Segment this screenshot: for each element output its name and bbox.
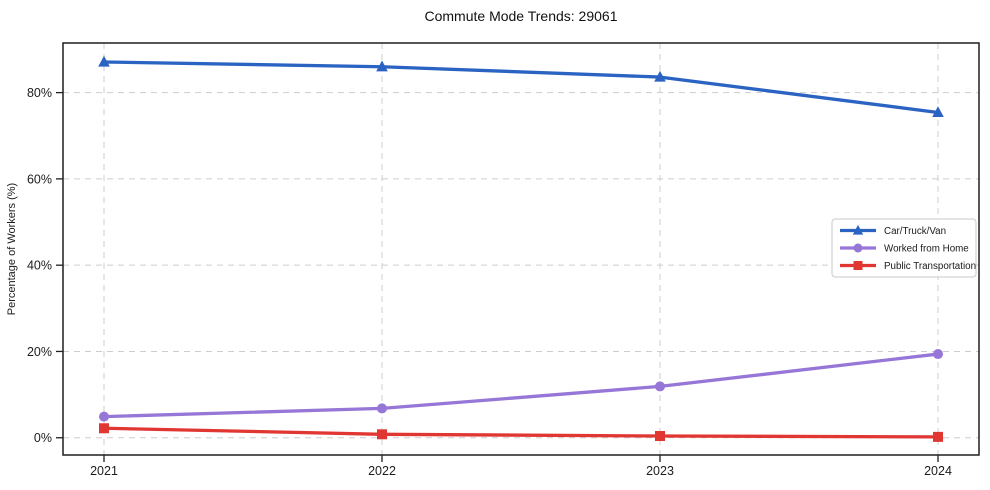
plot-border: [62, 42, 980, 456]
marker-car-truck-van: [376, 60, 388, 72]
marker-worked-from-home: [655, 381, 665, 392]
series-public-transportation: [99, 423, 943, 442]
series-line-car-truck-van: [102, 60, 940, 115]
legend-item-public-transportation: Public Transportation: [840, 261, 976, 272]
series-worked-from-home: [99, 349, 943, 422]
marker-worked-from-home: [377, 403, 387, 414]
marker-car-truck-van: [98, 55, 110, 67]
y-tick-label: 40%: [27, 259, 52, 273]
legend-label: Worked from Home: [884, 244, 969, 255]
marker-car-truck-van: [654, 70, 666, 82]
legend-box: [831, 218, 977, 278]
x-tick-label: 2021: [90, 464, 118, 478]
y-tick-label: 20%: [27, 345, 52, 359]
legend-label: Car/Truck/Van: [884, 226, 946, 237]
x-tick-label: 2023: [646, 464, 674, 478]
y-tick-label: 60%: [27, 172, 52, 186]
x-tick-label: 2024: [924, 464, 952, 478]
legend: Car/Truck/Van Worked from Home Public Tran…: [831, 218, 977, 278]
marker-worked-from-home: [933, 349, 943, 360]
chart-title: Commute Mode Trends: 29061: [424, 8, 618, 24]
legend-marker-square-icon: [853, 261, 863, 270]
legend-item-worked-from-home: Worked from Home: [840, 243, 969, 255]
series-line-public-transportation: [102, 426, 940, 439]
marker-public-transportation: [377, 429, 387, 440]
axis-ticks: 0% 20% 40% 60% 80% 2021 2022 2023 2024: [27, 86, 952, 478]
x-tick-label: 2022: [368, 464, 396, 478]
marker-worked-from-home: [99, 411, 109, 422]
marker-car-truck-van: [932, 106, 944, 118]
y-tick-label: 80%: [27, 86, 52, 100]
marker-public-transportation: [99, 423, 109, 434]
legend-marker-triangle-icon: [852, 224, 864, 235]
legend-item-car-truck-van: Car/Truck/Van: [840, 224, 946, 237]
series-line-worked-from-home: [102, 352, 940, 419]
legend-label: Public Transportation: [884, 261, 976, 272]
marker-public-transportation: [655, 431, 665, 442]
series-car-truck-van: [98, 55, 944, 118]
legend-marker-circle-icon: [853, 243, 863, 253]
y-tick-label: 0%: [34, 431, 52, 445]
marker-public-transportation: [933, 431, 943, 442]
